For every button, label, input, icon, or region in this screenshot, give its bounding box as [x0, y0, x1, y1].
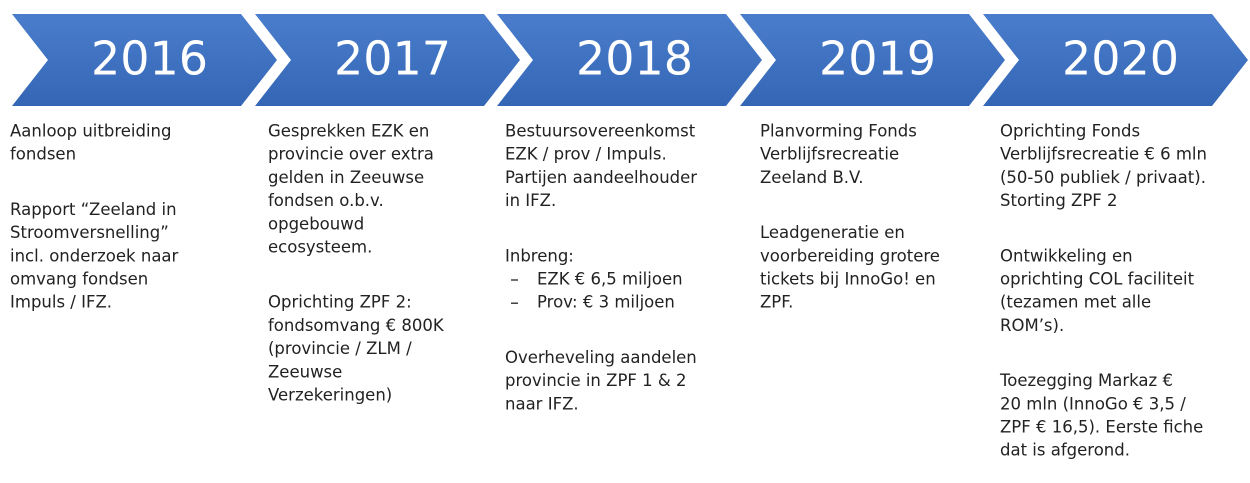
- text-line: Toezegging Markaz €: [999, 371, 1173, 390]
- text-line: Stroomversnelling”: [10, 223, 169, 242]
- year-label: 2016: [91, 32, 208, 86]
- text-line: in IFZ.: [505, 191, 556, 210]
- text-line: 20 mln (InnoGo € 3,5 /: [1000, 394, 1186, 413]
- text-line: provincie over extra: [268, 145, 434, 164]
- text-line: oprichting COL faciliteit: [1000, 270, 1195, 289]
- text-line: (tezamen met alle: [1000, 293, 1151, 312]
- chevron: [983, 14, 1248, 106]
- chevron: [12, 14, 277, 106]
- text-line: Verblijfsrecreatie: [760, 145, 899, 164]
- text-line: (50-50 publiek / privaat).: [1000, 168, 1206, 187]
- text-line: tickets bij InnoGo! en: [760, 270, 936, 289]
- text-line: Leadgeneratie en: [760, 223, 905, 242]
- text-line: Zeeuwse: [268, 362, 342, 381]
- year-label: 2018: [576, 32, 693, 86]
- year-label: 2019: [819, 32, 936, 86]
- chevron: [255, 14, 520, 106]
- text-line: Bestuursovereenkomst: [505, 122, 696, 141]
- text-line: (provincie / ZLM /: [268, 339, 412, 358]
- text-line: Ontwikkeling en: [1000, 246, 1133, 265]
- year-label: 2020: [1062, 32, 1179, 86]
- text-line: fondsomvang € 800K: [268, 316, 445, 335]
- bullet-text: Prov: € 3 miljoen: [537, 293, 675, 312]
- text-line: Inbreng:: [505, 246, 574, 265]
- text-line: dat is afgerond.: [1000, 441, 1130, 460]
- text-line: Partijen aandeelhouder: [505, 168, 697, 187]
- text-line: Impuls / IFZ.: [10, 293, 112, 312]
- text-line: gelden in Zeeuwse: [268, 168, 424, 187]
- year-label: 2017: [334, 32, 451, 86]
- text-line: Storting ZPF 2: [1000, 191, 1118, 210]
- text-line: Gesprekken EZK en: [268, 122, 429, 141]
- text-line: ZPF.: [760, 293, 793, 312]
- text-line: EZK / prov / Impuls.: [505, 145, 667, 164]
- text-line: omvang fondsen: [10, 270, 148, 289]
- text-line: Verzekeringen): [268, 386, 392, 405]
- text-line: ROM’s).: [1000, 316, 1064, 335]
- text-line: opgebouwd: [268, 214, 364, 233]
- text-line: incl. onderzoek naar: [10, 246, 179, 265]
- text-line: voorbereiding grotere: [760, 246, 940, 265]
- chevron: [740, 14, 1005, 106]
- chevron: [497, 14, 762, 106]
- bullet-text: EZK € 6,5 miljoen: [537, 270, 683, 289]
- text-line: Rapport “Zeeland in: [10, 200, 177, 219]
- text-line: fondsen: [10, 145, 76, 164]
- text-line: Aanloop uitbreiding: [10, 122, 171, 141]
- text-line: ecosysteem.: [268, 238, 372, 257]
- text-line: fondsen o.b.v.: [268, 191, 384, 210]
- text-line: provincie in ZPF 1 & 2: [505, 371, 686, 390]
- text-line: naar IFZ.: [505, 394, 579, 413]
- text-line: Planvorming Fonds: [760, 122, 917, 141]
- text-line: Overheveling aandelen: [505, 348, 697, 367]
- text-line: Oprichting ZPF 2:: [268, 293, 412, 312]
- text-line: Zeeland B.V.: [760, 168, 863, 187]
- text-line: Oprichting Fonds: [1000, 122, 1140, 141]
- text-line: Verblijfsrecreatie € 6 mln: [1000, 145, 1207, 164]
- text-line: ZPF € 16,5). Eerste fiche: [1000, 418, 1203, 437]
